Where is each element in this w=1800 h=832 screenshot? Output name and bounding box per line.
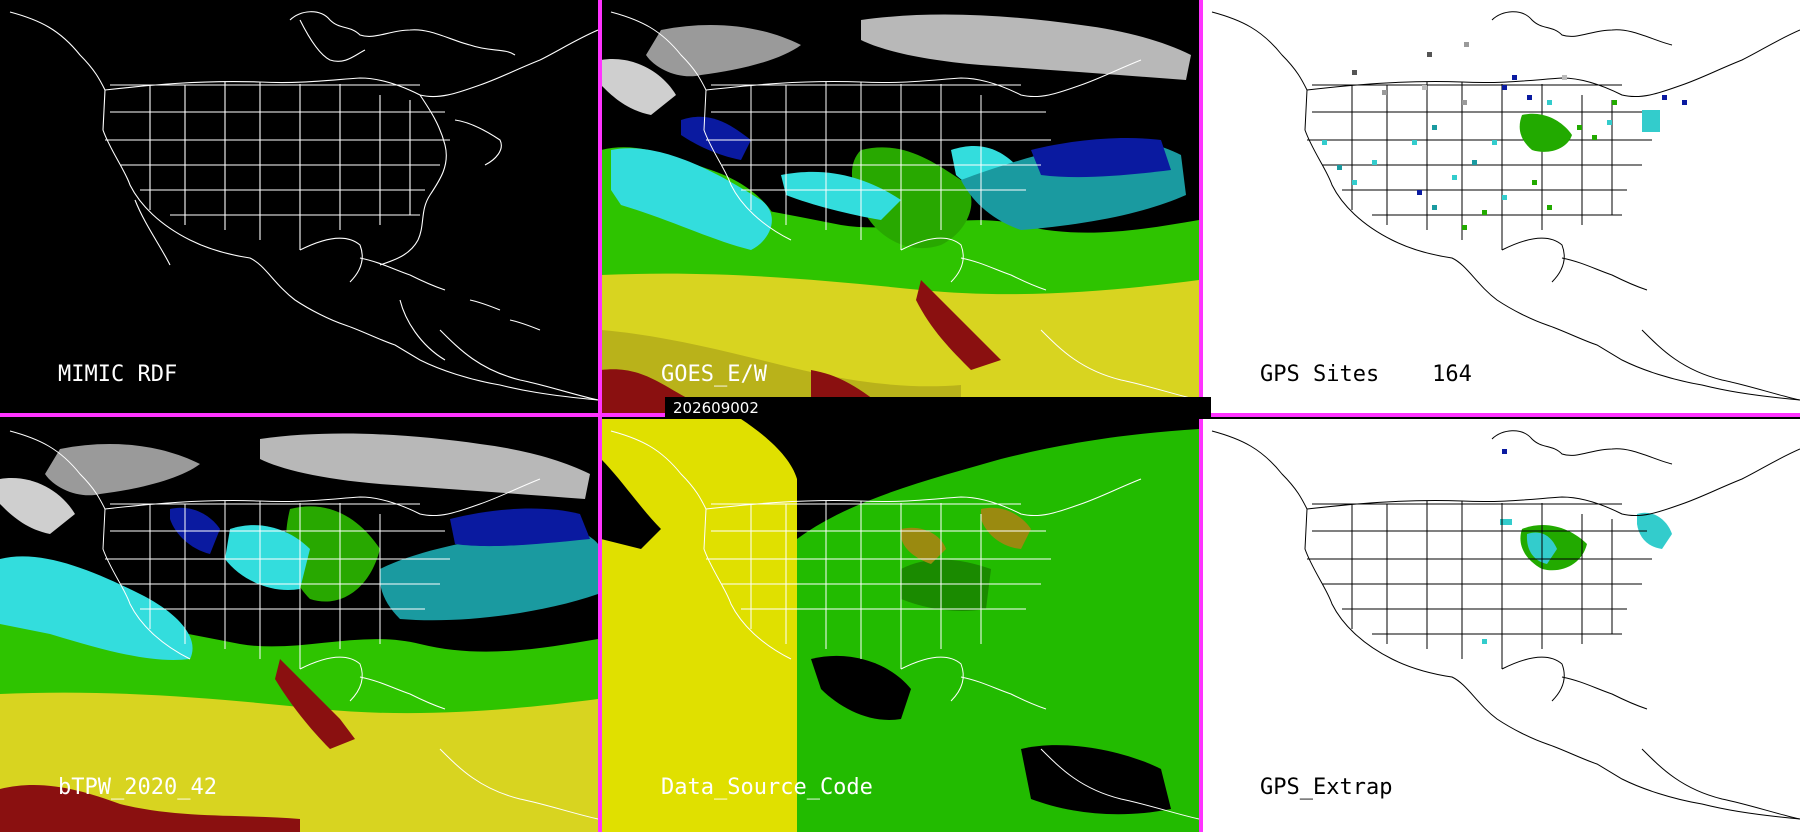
panel-mimic-rdf: MIMIC RDF: [0, 0, 598, 413]
map-source-layer: [601, 419, 1199, 832]
map-tpw2-layer: [0, 430, 598, 832]
timestamp-bar: 202609002: [665, 397, 1211, 419]
map-us-outline: [9, 11, 598, 401]
map-tpw-layer: [601, 11, 1199, 413]
panel-label: GOES_E/W: [661, 362, 767, 387]
panel-label: GPS Sites 164: [1260, 362, 1472, 387]
panel-btpw: bTPW_2020_42: [0, 419, 598, 832]
panel-gps-extrap: GPS_Extrap: [1202, 419, 1800, 832]
panel-gps-sites: GPS Sites 164: [1202, 0, 1800, 413]
panel-goes-ew: GOES_E/W: [601, 0, 1199, 413]
panel-data-source-code: Data_Source_Code: [601, 419, 1199, 832]
panel-label: Data_Source_Code: [661, 775, 873, 800]
map-gps-extrap: [1211, 430, 1800, 820]
map-gps-sites: [1211, 11, 1800, 401]
panel-label: GPS_Extrap: [1260, 775, 1393, 800]
panel-label: bTPW_2020_42: [58, 775, 217, 800]
panel-label: MIMIC RDF: [58, 362, 178, 387]
